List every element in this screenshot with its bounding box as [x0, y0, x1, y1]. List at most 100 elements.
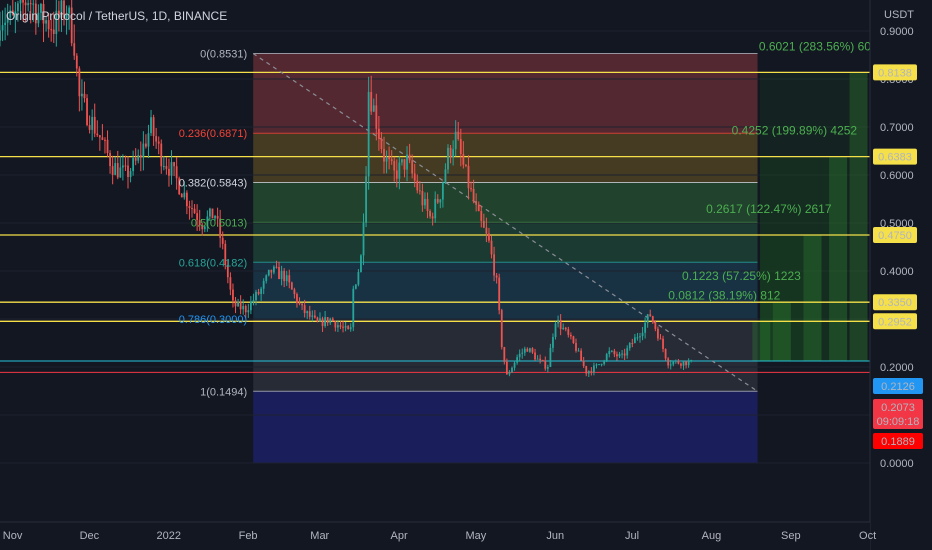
level-price-tag-text: 0.6383: [878, 152, 912, 164]
time-axis-panel: [0, 522, 870, 550]
candle-body: [326, 317, 329, 323]
candle-body: [613, 350, 616, 355]
fib-level-label: 0(0.8531): [200, 49, 247, 61]
diagonal-trend: [252, 53, 758, 392]
candle-body: [324, 317, 327, 326]
candle-body: [411, 160, 414, 174]
y-tick-label: 0.2000: [880, 362, 914, 374]
candle-body: [534, 352, 536, 360]
candle-body: [173, 162, 175, 167]
candle-body: [188, 206, 191, 209]
candle-body: [659, 338, 662, 340]
candle-body: [242, 305, 245, 310]
candle-body: [608, 351, 611, 355]
candle-body: [503, 347, 506, 362]
candle-body: [454, 131, 457, 150]
candle-body: [631, 343, 634, 345]
candle-body: [1, 25, 4, 31]
candle-body: [267, 269, 270, 276]
candle-body: [257, 291, 260, 294]
candle-body: [88, 125, 91, 130]
candle-body: [29, 3, 32, 5]
candle-body: [319, 318, 321, 322]
candle-body: [168, 168, 170, 176]
current-price-tag-text: 0.2073: [881, 402, 915, 414]
fib-zone: [253, 133, 758, 183]
candle-body: [329, 318, 332, 323]
candle-body: [685, 361, 687, 366]
candle-body: [337, 325, 339, 328]
candle-body: [234, 300, 237, 307]
candle-body: [75, 55, 78, 69]
candle-body: [616, 354, 618, 357]
fib-zone: [253, 182, 758, 223]
candle-body: [249, 301, 252, 311]
level-price-tag: [873, 313, 917, 330]
candle-body: [226, 264, 229, 278]
candle-body: [406, 154, 408, 170]
candle-body: [191, 208, 193, 210]
candle-body: [649, 314, 652, 317]
candle-body: [421, 190, 424, 206]
candle-body: [142, 143, 145, 158]
candle-body: [449, 147, 452, 158]
candle-body: [567, 329, 570, 335]
candle-body: [575, 342, 577, 351]
candle-body: [529, 348, 531, 352]
candle-body: [603, 360, 606, 364]
level-price-tag-text: 0.4750: [878, 230, 912, 242]
candle-body: [86, 98, 88, 126]
fib-level-label: 0.382(0.5843): [179, 178, 248, 190]
candle-body: [667, 358, 670, 366]
candle-body: [508, 372, 511, 375]
candle-body: [206, 216, 209, 227]
y-tick-label: 0.4000: [880, 266, 914, 278]
target-bar: [829, 156, 848, 361]
candle-body: [14, 11, 17, 15]
candle-body: [593, 365, 595, 373]
candle-body: [157, 141, 160, 144]
fib-level-label: 1(0.1494): [200, 386, 247, 398]
candle-body: [6, 17, 9, 23]
candle-body: [488, 233, 490, 241]
candle-body: [347, 326, 350, 330]
candle-body: [480, 211, 483, 221]
candle-body: [81, 93, 83, 97]
candle-body: [203, 226, 206, 230]
candle-body: [211, 208, 214, 219]
candle-body: [390, 159, 393, 162]
target-label: 0.0812 (38.19%) 812: [668, 288, 780, 302]
candle-body: [582, 360, 585, 367]
candle-body: [45, 20, 47, 24]
x-tick-label: Nov: [3, 530, 23, 542]
candle-body: [185, 192, 188, 207]
candle-body: [572, 336, 575, 343]
candle-body: [32, 3, 35, 5]
candle-body: [237, 301, 239, 307]
candle-body: [290, 282, 293, 290]
candle-body: [352, 288, 355, 328]
fib-level-label: 0.786(0.3000): [179, 314, 248, 326]
candle-body: [273, 266, 275, 273]
candle-body: [293, 289, 296, 295]
candle-body: [37, 12, 40, 24]
candle-body: [65, 13, 68, 19]
candle-body: [444, 169, 447, 183]
candle-body: [554, 323, 557, 337]
x-tick-label: Jun: [546, 530, 564, 542]
candle-body: [334, 321, 337, 328]
candle-body: [209, 208, 211, 217]
candle-body: [193, 208, 196, 214]
candle-body: [357, 272, 360, 285]
candle-body: [280, 270, 283, 280]
y-tick-label: 0.7000: [880, 122, 914, 134]
candle-body: [63, 0, 65, 19]
candle-body: [424, 198, 426, 206]
candle-body: [288, 275, 291, 283]
candle-body: [677, 360, 680, 364]
candle-body: [109, 153, 111, 167]
grid-lines: [0, 30, 870, 464]
candle-body: [398, 162, 401, 179]
